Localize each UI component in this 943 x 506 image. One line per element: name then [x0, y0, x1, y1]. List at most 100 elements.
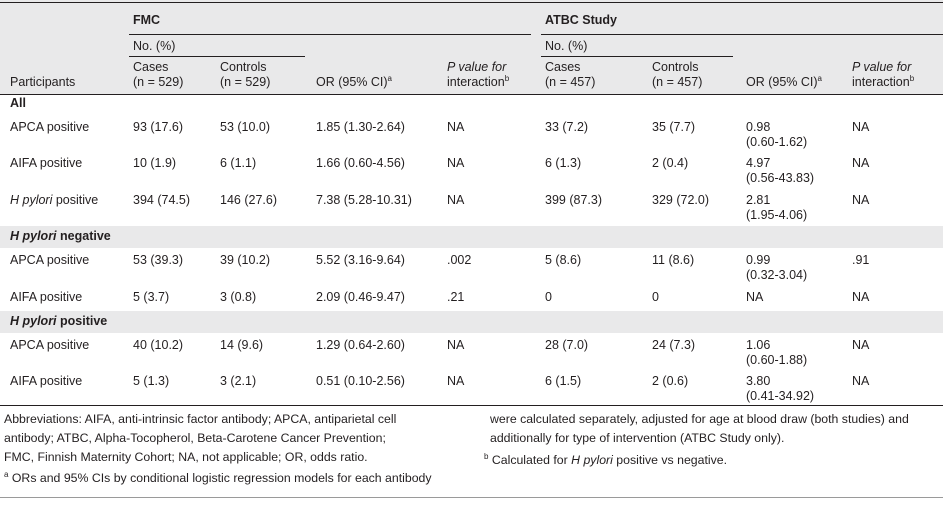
atbc-p-cell: NA [852, 120, 870, 134]
atbc-p-cell: NA [852, 374, 870, 388]
row-label: H pylori positive [10, 193, 99, 207]
fmc-or-cell: 2.09 (0.46-9.47) [316, 290, 405, 304]
atbc-or-cell-line2: (0.41-34.92) [746, 389, 815, 403]
footnote-abbreviations-line2: antibody; ATBC, Alpha-Tocopherol, Beta-C… [4, 431, 386, 445]
footnote-a-continued-line2: additionally for type of intervention (A… [490, 431, 785, 445]
fmc-controls-cell: 3 (2.1) [220, 374, 257, 388]
atbc-p-header-line1: P value for [852, 60, 912, 74]
atbc-cases-cell: 0 [545, 290, 552, 304]
atbc-controls-cell: 11 (8.6) [652, 253, 695, 267]
table-top-rule [0, 2, 943, 3]
fmc-group-rule [129, 34, 531, 35]
table-header-background [0, 0, 943, 95]
atbc-or-cell-line2: (0.60-1.62) [746, 135, 808, 149]
atbc-controls-cell: 35 (7.7) [652, 120, 696, 134]
footnote-abbreviations-line3: FMC, Finnish Maternity Cohort; NA, not a… [4, 450, 368, 464]
atbc-cases-header-line1: Cases [545, 60, 581, 74]
fmc-cases-cell: 394 (74.5) [133, 193, 190, 207]
atbc-no-pct-rule [541, 56, 733, 57]
footnote-a: a ORs and 95% CIs by conditional logisti… [4, 469, 432, 485]
fmc-cases-cell: 40 (10.2) [133, 338, 184, 352]
fmc-controls-header-line1: Controls [220, 60, 267, 74]
atbc-cases-cell: 5 (8.6) [545, 253, 582, 267]
atbc-controls-cell: 0 [652, 290, 659, 304]
fmc-or-cell: 5.52 (3.16-9.64) [316, 253, 405, 267]
atbc-or-cell-line1: 3.80 [746, 374, 771, 388]
fmc-p-cell: .21 [447, 290, 465, 304]
atbc-controls-header-line2: (n = 457) [652, 75, 703, 89]
footnote-bottom-rule [0, 497, 943, 498]
atbc-controls-cell: 2 (0.6) [652, 374, 689, 388]
fmc-p-cell: NA [447, 156, 465, 170]
section-label-all: All [10, 96, 26, 110]
fmc-cases-cell: 93 (17.6) [133, 120, 184, 134]
atbc-cases-cell: 33 (7.2) [545, 120, 589, 134]
atbc-cases-cell: 6 (1.5) [545, 374, 582, 388]
atbc-p-cell: NA [852, 193, 870, 207]
row-label: AIFA positive [10, 290, 83, 304]
atbc-or-cell-line1: 1.06 [746, 338, 771, 352]
atbc-p-cell: NA [852, 290, 870, 304]
fmc-controls-cell: 3 (0.8) [220, 290, 257, 304]
fmc-controls-cell: 6 (1.1) [220, 156, 257, 170]
fmc-controls-header-line2: (n = 529) [220, 75, 271, 89]
fmc-p-cell: .002 [447, 253, 472, 267]
atbc-controls-header-line1: Controls [652, 60, 699, 74]
section-band-h-pylori-positive [0, 311, 943, 333]
header-bottom-rule [0, 94, 943, 95]
fmc-or-header: OR (95% CI)a [316, 73, 392, 89]
atbc-or-cell-line1: NA [746, 290, 764, 304]
section-band-h-pylori-negative [0, 226, 943, 248]
fmc-no-pct-rule [129, 56, 305, 57]
section-label-h-pylori-positive: H pylori positive [10, 314, 108, 328]
fmc-p-cell: NA [447, 120, 465, 134]
fmc-controls-cell: 53 (10.0) [220, 120, 271, 134]
fmc-controls-cell: 146 (27.6) [220, 193, 277, 207]
atbc-or-cell-line2: (0.60-1.88) [746, 353, 808, 367]
fmc-or-cell: 0.51 (0.10-2.56) [316, 374, 405, 388]
atbc-or-cell-line2: (0.32-3.04) [746, 268, 808, 282]
footnote-b: b Calculated for H pylori positive vs ne… [484, 451, 728, 467]
row-label: APCA positive [10, 120, 90, 134]
atbc-p-cell: NA [852, 338, 870, 352]
footnote-abbreviations-line1: Abbreviations: AIFA, anti-intrinsic fact… [4, 412, 397, 426]
atbc-group-header: ATBC Study [545, 13, 617, 27]
fmc-cases-cell: 5 (3.7) [133, 290, 170, 304]
fmc-cases-cell: 5 (1.3) [133, 374, 170, 388]
fmc-or-cell: 1.85 (1.30-2.64) [316, 120, 405, 134]
row-label: AIFA positive [10, 374, 83, 388]
footnote-a-continued-line1: were calculated separately, adjusted for… [490, 412, 909, 426]
row-label: AIFA positive [10, 156, 83, 170]
atbc-cases-cell: 399 (87.3) [545, 193, 602, 207]
fmc-group-header: FMC [133, 13, 161, 27]
atbc-or-cell-line1: 0.99 [746, 253, 771, 267]
atbc-p-header-line2: interactionb [852, 73, 915, 89]
atbc-or-cell-line2: (1.95-4.06) [746, 208, 808, 222]
participants-header: Participants [10, 75, 76, 89]
fmc-no-pct-header: No. (%) [133, 39, 176, 53]
atbc-controls-cell: 329 (72.0) [652, 193, 709, 207]
fmc-or-cell: 1.29 (0.64-2.60) [316, 338, 405, 352]
table-bottom-rule [0, 405, 943, 406]
fmc-p-header-line2: interactionb [447, 73, 510, 89]
fmc-cases-cell: 10 (1.9) [133, 156, 177, 170]
atbc-controls-cell: 2 (0.4) [652, 156, 689, 170]
fmc-cases-cell: 53 (39.3) [133, 253, 184, 267]
atbc-cases-cell: 6 (1.3) [545, 156, 582, 170]
atbc-or-cell-line2: (0.56-43.83) [746, 171, 815, 185]
atbc-no-pct-header: No. (%) [545, 39, 588, 53]
fmc-cases-header-line2: (n = 529) [133, 75, 184, 89]
atbc-cases-cell: 28 (7.0) [545, 338, 589, 352]
fmc-p-cell: NA [447, 338, 465, 352]
atbc-or-cell-line1: 0.98 [746, 120, 771, 134]
fmc-controls-cell: 14 (9.6) [220, 338, 264, 352]
row-label: APCA positive [10, 338, 90, 352]
fmc-or-cell: 1.66 (0.60-4.56) [316, 156, 405, 170]
fmc-p-cell: NA [447, 193, 465, 207]
atbc-or-cell-line1: 2.81 [746, 193, 771, 207]
atbc-or-header: OR (95% CI)a [746, 73, 822, 89]
fmc-p-header-line1: P value for [447, 60, 507, 74]
atbc-or-cell-line1: 4.97 [746, 156, 771, 170]
fmc-or-cell: 7.38 (5.28-10.31) [316, 193, 412, 207]
fmc-controls-cell: 39 (10.2) [220, 253, 271, 267]
